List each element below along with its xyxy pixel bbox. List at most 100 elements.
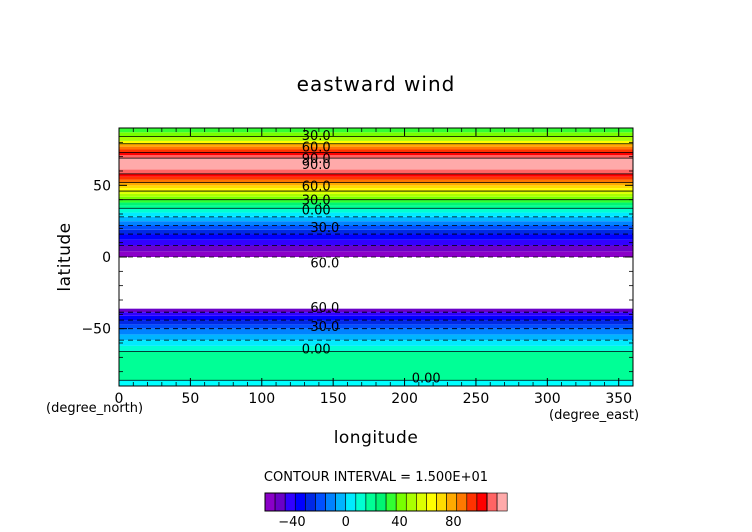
x-tick-label-3: 150 (320, 391, 347, 407)
colorbar-swatch-21 (476, 492, 488, 512)
x-axis-label: longitude (334, 428, 419, 448)
band-13 (119, 245, 633, 252)
band-20 (119, 212, 633, 217)
band-34 (119, 169, 633, 174)
band-3 (119, 340, 633, 346)
band-26 (119, 193, 633, 197)
band-39 (119, 146, 633, 150)
band-29 (119, 185, 633, 189)
colorbar-tick-label-0: −40 (278, 515, 305, 530)
contour-label-3: 90.0 (302, 158, 331, 173)
plot-area (119, 128, 633, 386)
colorbar-swatch-8 (345, 492, 357, 512)
contour-lines (119, 136, 633, 381)
y-tick-label-2: 50 (93, 178, 111, 194)
colorbar-swatch-17 (436, 492, 447, 512)
colorbar-swatch-23 (496, 492, 508, 512)
band-11 (119, 257, 633, 309)
colorbar-swatch-16 (426, 492, 437, 512)
contour-labels: 30.060.090.090.060.030.00.0030.060.060.0… (302, 129, 441, 386)
x-tick-label-2: 100 (248, 391, 275, 407)
colorbar-swatch-13 (395, 492, 407, 512)
band-14 (119, 239, 633, 246)
band-1 (119, 351, 633, 381)
band-36 (119, 155, 633, 159)
band-18 (119, 221, 633, 226)
x-unit-label: (degree_east) (549, 408, 639, 423)
colorbar-swatch-12 (385, 492, 397, 512)
band-38 (119, 149, 633, 153)
contour-label-2: 90.0 (302, 152, 331, 167)
colorbar-swatch-3 (294, 492, 306, 512)
colorbar-swatch-0 (264, 492, 276, 512)
contour-label-4: 60.0 (302, 179, 331, 194)
band-25 (119, 196, 633, 200)
colorbar-tick-label-1: 0 (342, 515, 350, 530)
x-tick-label-6: 300 (534, 391, 561, 407)
contour-label-8: 60.0 (310, 257, 339, 272)
chart-title: eastward wind (297, 72, 456, 96)
colorbar-swatch-20 (466, 492, 478, 512)
x-tick-label-7: 350 (605, 391, 632, 407)
colorbar-swatch-9 (355, 492, 367, 512)
y-unit-label: (degree_north) (46, 401, 143, 416)
band-33 (119, 173, 633, 177)
y-tick-label-1: 0 (102, 250, 111, 266)
colorbar-swatch-1 (274, 492, 286, 512)
colorbar-swatch-4 (305, 492, 316, 512)
band-40 (119, 143, 633, 147)
band-27 (119, 191, 633, 194)
band-19 (119, 216, 633, 222)
band-17 (119, 225, 633, 230)
colorbar-swatch-14 (405, 492, 417, 512)
band-6 (119, 324, 633, 329)
colorbar-swatch-6 (325, 492, 336, 512)
colorbar-swatch-18 (446, 492, 458, 512)
colorbar-swatch-11 (375, 492, 387, 512)
colorbar-swatch-2 (284, 492, 296, 512)
contour-label-10: 30.0 (310, 320, 339, 335)
band-42 (119, 136, 633, 141)
x-tick-label-4: 200 (391, 391, 418, 407)
band-10 (119, 308, 633, 313)
y-axis-ticks: −50 0 50 (81, 141, 633, 373)
band-23 (119, 202, 633, 206)
y-tick-label-0: −50 (81, 322, 111, 338)
contour-label-6: 0.00 (302, 204, 331, 219)
x-tick-label-0: 0 (115, 391, 124, 407)
band-35 (119, 158, 633, 170)
band-12 (119, 251, 633, 257)
x-tick-label-1: 50 (181, 391, 199, 407)
colorbar-swatch-7 (335, 492, 347, 512)
band-28 (119, 188, 633, 192)
contour-label-5: 30.0 (302, 194, 331, 209)
band-7 (119, 320, 633, 325)
colorbar-swatch-22 (486, 492, 498, 512)
colorbar-frame (264, 492, 488, 512)
contour-label-9: 60.0 (310, 301, 339, 316)
band-8 (119, 315, 633, 321)
contour-label-1: 60.0 (302, 141, 331, 156)
y-axis-label: latitude (55, 222, 75, 291)
band-32 (119, 176, 633, 180)
contour-label-11: 0.00 (302, 343, 331, 358)
contour-label-12: 0.00 (412, 371, 441, 386)
colorbar-swatch-10 (365, 492, 377, 512)
x-tick-label-5: 250 (463, 391, 490, 407)
colorbar-tick-label-2: 40 (391, 515, 408, 530)
band-16 (119, 229, 633, 235)
colorbar-swatch-15 (416, 492, 427, 512)
band-31 (119, 179, 633, 183)
contour-label-7: 30.0 (310, 221, 339, 236)
band-9 (119, 312, 633, 316)
band-43 (119, 132, 633, 137)
band-24 (119, 199, 633, 203)
colorbar (264, 492, 508, 512)
band-4 (119, 334, 633, 341)
band-37 (119, 152, 633, 156)
band-15 (119, 234, 633, 240)
band-30 (119, 182, 633, 186)
x-axis-ticks: 0 50 100 150 200 250 300 350 (115, 128, 632, 407)
colorbar-ticks: −40 0 40 80 (278, 515, 461, 530)
